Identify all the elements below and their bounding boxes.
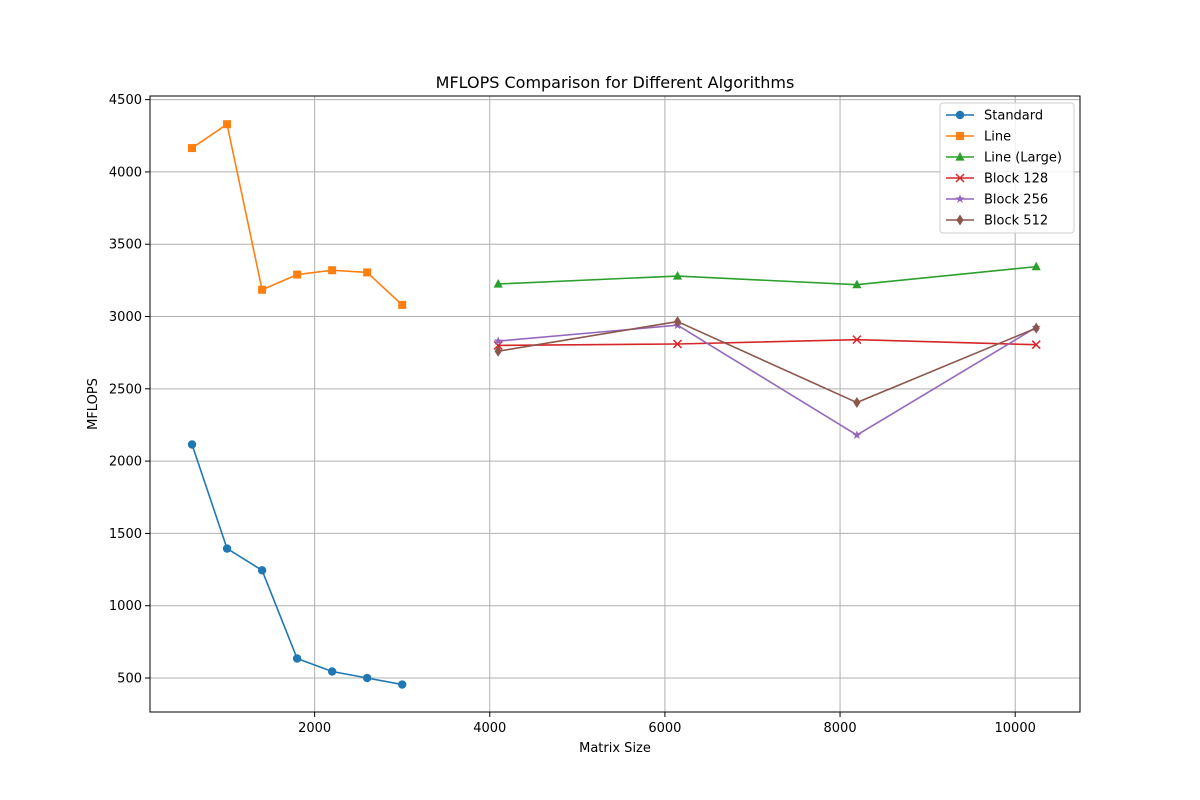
legend-label: Block 128 xyxy=(984,172,1048,187)
y-tick-label: 4500 xyxy=(109,93,142,108)
legend-label: Line xyxy=(984,130,1011,145)
data-point xyxy=(398,300,407,309)
legend-item: Block 256 xyxy=(946,193,1048,208)
legend-marker xyxy=(955,110,965,120)
legend: Standard Line Line (Large) Block 128 Block 2… xyxy=(939,102,1075,234)
data-point xyxy=(398,680,407,689)
data-point xyxy=(852,335,862,345)
series-line xyxy=(498,338,1037,347)
legend-item: Block 512 xyxy=(946,214,1048,229)
legend-marker xyxy=(955,173,965,183)
data-point xyxy=(852,279,862,289)
legend-label: Line (Large) xyxy=(984,151,1062,166)
y-tick-label: 1000 xyxy=(109,599,142,614)
y-tick-label: 3500 xyxy=(109,238,142,253)
series-line xyxy=(498,324,1037,436)
data-point xyxy=(673,316,682,328)
data-point xyxy=(258,285,267,294)
y-tick-label: 2500 xyxy=(109,382,142,397)
series-line xyxy=(188,120,407,309)
data-point xyxy=(187,440,197,449)
data-point xyxy=(223,120,232,129)
axes: 2000 4000 6000 8000 10000 500 1000 1500 2000 2500… xyxy=(109,93,1036,736)
data-point xyxy=(1031,340,1041,350)
y-tick-label: 2000 xyxy=(109,455,142,470)
y-tick-label: 1500 xyxy=(109,527,142,542)
data-point xyxy=(493,340,503,350)
legend-item: Line xyxy=(946,130,1011,145)
data-point xyxy=(494,345,502,357)
data-point xyxy=(328,266,337,275)
plot-area xyxy=(150,96,1080,712)
series-standard xyxy=(187,440,407,689)
legend-item: Line (Large) xyxy=(946,151,1062,166)
legend-marker xyxy=(955,152,965,161)
series-block-512 xyxy=(494,316,1040,409)
x-tick-label: 10000 xyxy=(995,721,1036,736)
x-tick-label: 4000 xyxy=(473,721,506,736)
x-tick-label: 8000 xyxy=(824,721,857,736)
legend-label: Block 512 xyxy=(984,214,1048,229)
data-point xyxy=(493,278,503,288)
data-point xyxy=(853,397,861,409)
legend-item: Standard xyxy=(946,109,1043,124)
data-point xyxy=(672,339,683,349)
series-group xyxy=(187,120,1041,689)
x-tick-label: 6000 xyxy=(648,721,681,736)
data-point xyxy=(1032,322,1040,334)
y-axis-title: MFLOPS xyxy=(86,378,101,430)
y-tick-label: 3000 xyxy=(109,310,142,325)
data-point xyxy=(1031,261,1041,271)
data-point xyxy=(222,544,232,553)
legend-marker xyxy=(956,214,964,226)
y-tick-label: 500 xyxy=(117,672,142,687)
chart-title: MFLOPS Comparison for Different Algorith… xyxy=(436,73,795,92)
data-point xyxy=(188,144,197,153)
legend-marker xyxy=(956,132,964,140)
series-line xyxy=(498,320,1037,404)
data-point xyxy=(852,430,862,439)
plot-frame xyxy=(149,95,1081,713)
series-block-128 xyxy=(493,335,1041,350)
data-point xyxy=(292,654,302,663)
legend-label: Standard xyxy=(984,109,1043,124)
data-point xyxy=(363,268,372,277)
data-point xyxy=(493,336,503,345)
y-tick-label: 4000 xyxy=(109,165,142,180)
legend-marker xyxy=(955,194,965,203)
data-point xyxy=(362,673,372,683)
legend-label: Block 256 xyxy=(984,193,1048,208)
data-point xyxy=(257,566,267,575)
x-tick-label: 2000 xyxy=(298,721,331,736)
data-point xyxy=(672,271,683,280)
series-line-large xyxy=(493,261,1041,289)
data-point xyxy=(293,270,302,279)
legend-item: Block 128 xyxy=(946,172,1048,187)
data-point xyxy=(327,667,337,676)
x-axis-title: Matrix Size xyxy=(579,741,651,756)
series-line xyxy=(498,265,1037,286)
